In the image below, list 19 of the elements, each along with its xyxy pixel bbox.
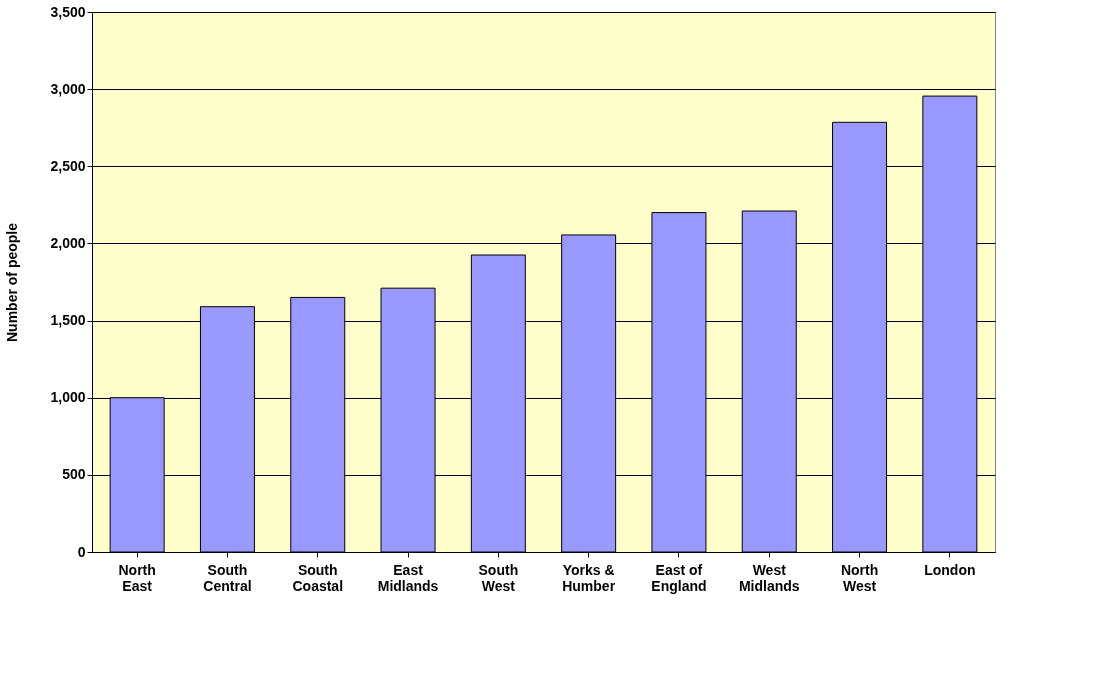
x-tick-label: South Coastal	[292, 561, 344, 594]
y-axis-title: Number of people	[4, 222, 21, 343]
y-tick-label: 3,000	[50, 80, 86, 97]
y-tick-label: 2,500	[50, 157, 86, 174]
x-tick-label: East Midlands	[377, 561, 439, 594]
x-tick-label: London	[924, 561, 976, 578]
y-tick-label: 1,000	[50, 389, 86, 406]
x-tick-label: Yorks & Humber	[562, 561, 616, 594]
y-tick-label: 500	[62, 466, 86, 483]
y-tick-label: 2,000	[50, 234, 86, 251]
x-tick-label: North East	[118, 561, 156, 594]
y-tick-label: 0	[77, 543, 86, 560]
x-tick-label: North West	[840, 561, 879, 594]
x-tick-label: South West	[478, 561, 519, 594]
x-tick-label: West Midlands	[738, 561, 800, 594]
y-tick-label: 1,500	[50, 312, 86, 329]
x-tick-label: East of England	[651, 561, 707, 594]
x-tick-label: South Central	[203, 561, 252, 594]
y-tick-label: 3,500	[50, 3, 86, 20]
